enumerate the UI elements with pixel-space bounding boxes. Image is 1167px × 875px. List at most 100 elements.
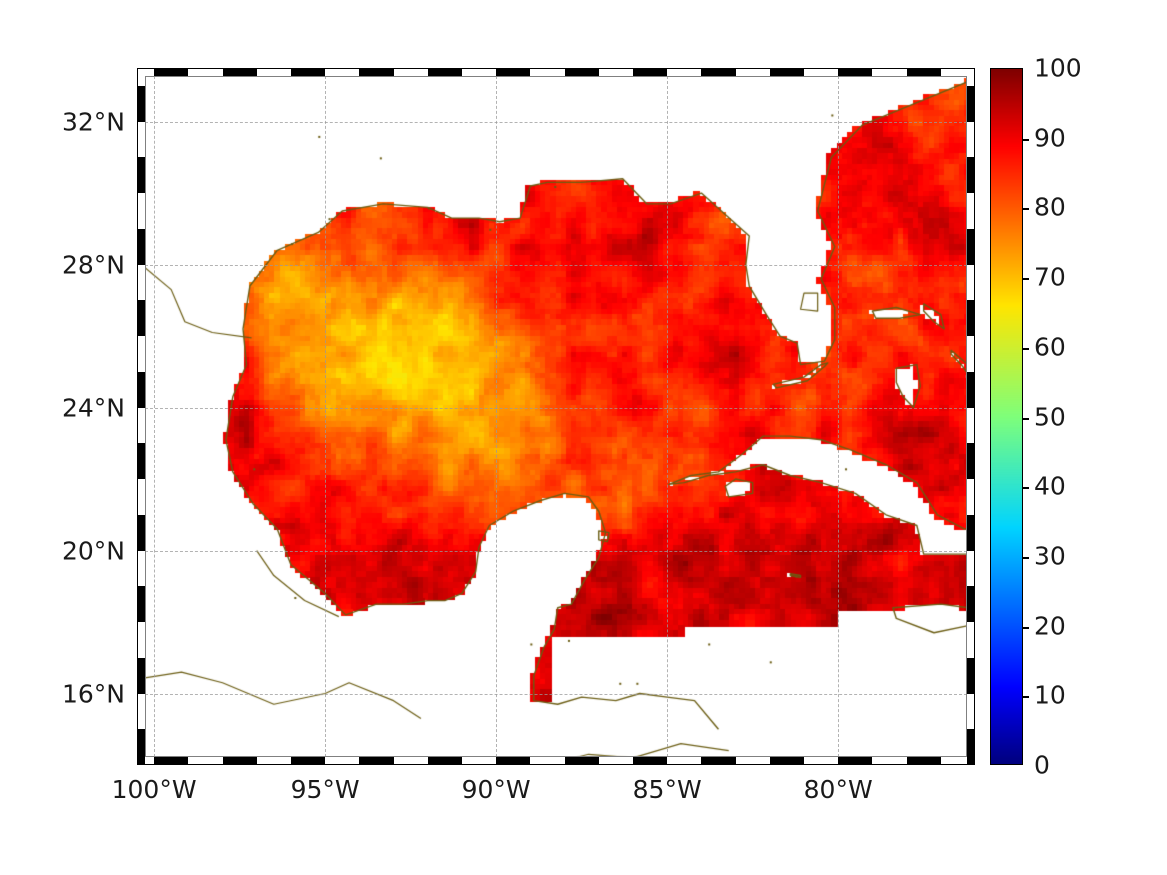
longitude-tick-95°W: 95°W [290,775,360,804]
frame-segment [530,68,565,76]
frame-segment [967,157,975,194]
frame-segment [496,68,531,76]
frame-segment [632,757,668,765]
frame-segment [769,68,804,76]
frame-segment [598,757,633,765]
frame-segment [137,514,145,551]
colorbar-label-90: 90 [1034,123,1066,153]
frame-segment [137,729,145,765]
frame-segment [154,68,189,76]
frame-segment [967,264,975,301]
frame-segment [137,300,145,337]
frame-segment [290,68,326,76]
frame-segment [838,68,873,76]
frame-segment [735,757,770,765]
frame-segment [137,85,145,122]
frame-segment [496,757,531,765]
frame-segment [137,407,145,444]
colorbar-gradient [991,69,1022,764]
frame-segment [967,407,975,444]
frame-segment [137,157,145,194]
frame-segment [137,193,145,229]
frame-segment [803,68,839,76]
latitude-tick-20°N: 20°N [61,536,125,566]
colorbar-label-50: 50 [1034,402,1066,431]
frame-segment [872,68,907,76]
latitude-tick-16°N: 16°N [61,679,125,708]
colorbar[interactable] [990,68,1029,765]
frame-segment [967,371,975,408]
frame-segment [667,68,702,76]
frame-segment [154,757,189,765]
frame-segment [967,300,975,337]
frame-segment [967,228,975,265]
frame-segment [967,586,975,623]
frame-segment [137,757,155,765]
frame-segment [803,757,839,765]
frame-segment [838,757,873,765]
frame-segment [530,757,565,765]
frame-segment [967,85,975,122]
frame-segment [967,479,975,515]
frame-segment [598,68,633,76]
frame-segment [222,68,257,76]
frame-segment [735,68,770,76]
frame-segment [137,371,145,408]
colorbar-label-70: 70 [1034,262,1066,292]
frame-segment [137,68,145,86]
frame-segment [940,757,975,765]
frame-segment [667,757,702,765]
sst-heatmap-image [137,68,975,765]
frame-segment [137,550,145,587]
frame-segment [967,336,975,372]
frame-segment [137,657,145,694]
frame-segment [256,68,291,76]
frame-inner-outline [145,76,967,757]
colorbar-label-60: 60 [1034,332,1066,362]
frame-segment [427,757,462,765]
frame-segment [967,514,975,551]
frame-segment [290,757,326,765]
frame-segment [137,121,145,158]
colorbar-tick [1022,487,1029,490]
colorbar-tick [1022,278,1029,281]
frame-segment [256,757,291,765]
frame-outline [137,68,975,765]
longitude-tick-90°W: 90°W [461,775,531,804]
frame-segment [461,68,497,76]
frame-segment [359,68,394,76]
frame-segment [137,228,145,265]
colorbar-tick [1022,556,1029,559]
frame-segment [137,693,145,730]
frame-segment [137,336,145,372]
frame-segment [872,757,907,765]
frame-segment [137,443,145,480]
frame-segment [188,757,223,765]
longitude-tick-80°W: 80°W [803,775,873,804]
frame-segment [359,757,394,765]
colorbar-label-10: 10 [1034,680,1066,710]
colorbar-tick [1022,696,1029,699]
colorbar-tick [1022,208,1029,211]
frame-segment [564,68,599,76]
colorbar-label-30: 30 [1034,541,1066,571]
colorbar-label-40: 40 [1034,471,1066,501]
frame-segment [967,693,975,730]
colorbar-label-80: 80 [1034,192,1066,222]
frame-segment [137,68,155,76]
frame-segment [222,757,257,765]
colorbar-tick [1022,417,1029,420]
map-axes[interactable] [137,68,975,765]
frame-segment [325,757,360,765]
frame-segment [461,757,497,765]
frame-segment [906,68,941,76]
frame-segment [940,68,975,76]
latitude-tick-28°N: 28°N [61,250,125,280]
colorbar-label-20: 20 [1034,611,1066,641]
frame-segment [967,622,975,658]
colorbar-label-100: 100 [1034,53,1082,83]
frame-segment [769,757,804,765]
longitude-tick-85°W: 85°W [632,775,702,804]
frame-segment [967,729,975,765]
frame-segment [632,68,668,76]
